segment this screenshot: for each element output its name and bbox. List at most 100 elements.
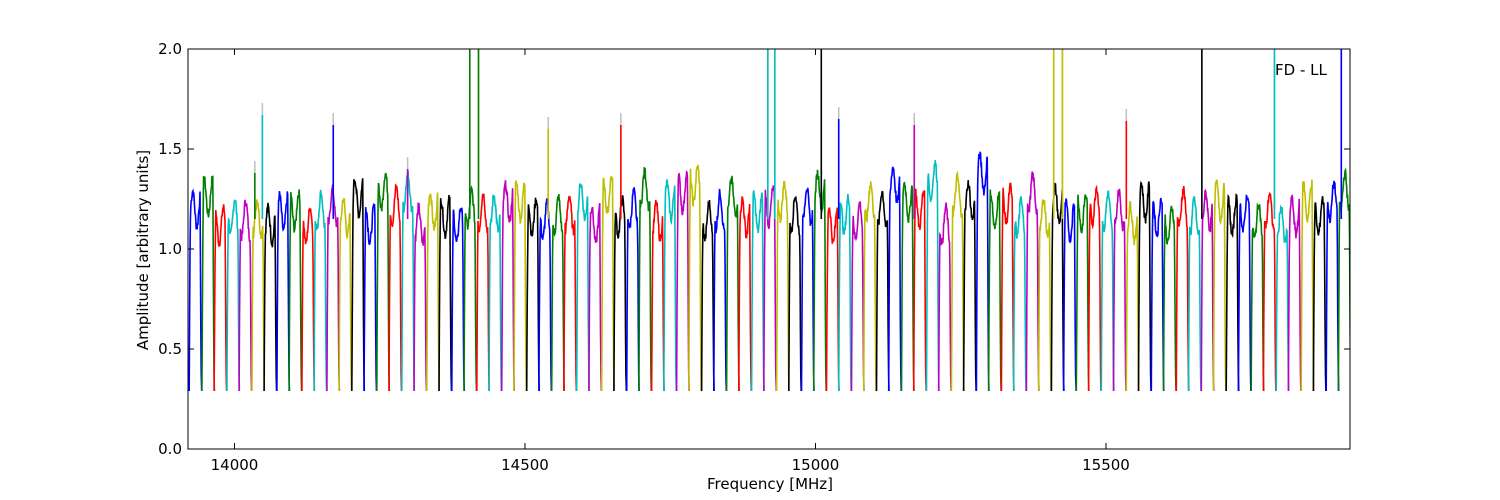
series-segment-2 [213, 204, 228, 392]
series-segment-8 [288, 189, 303, 392]
series-segment-27 [525, 197, 540, 392]
series-segment-82 [1212, 179, 1227, 392]
series-segment-9 [301, 207, 316, 392]
series-segment-64 [987, 189, 1002, 392]
series-segment-74 [1112, 188, 1127, 392]
y-tick-label-4: 2.0 [158, 40, 182, 58]
series-segment-6 [263, 202, 278, 392]
series-segment-5 [251, 199, 266, 392]
series-segment-51 [825, 207, 840, 392]
series-segment-15 [375, 172, 391, 392]
series-segment-87 [1275, 204, 1290, 392]
series-segment-26 [513, 180, 528, 392]
series-segment-21 [451, 207, 466, 392]
series-segment-84 [1237, 194, 1252, 392]
series-segment-18 [413, 201, 428, 392]
series-segment-66 [1012, 196, 1027, 392]
series-segment-83 [1225, 193, 1240, 392]
x-tick-label-1: 14500 [501, 456, 549, 474]
series-segment-3 [226, 198, 241, 392]
y-tick-label-2: 1.0 [158, 240, 182, 258]
series-segment-1 [201, 175, 216, 392]
series-segment-65 [1000, 182, 1015, 392]
series-segment-34 [613, 195, 628, 392]
series-segment-4 [238, 199, 253, 392]
series-segment-32 [588, 203, 603, 392]
axes: 14000 14500 15000 15500 0.0 0.5 1.0 1.5 2.0 [158, 40, 1351, 474]
series-segment-86 [1262, 191, 1277, 392]
series-segment-42 [712, 188, 728, 392]
series-segment-90 [1312, 196, 1327, 392]
series-segment-54 [862, 181, 877, 392]
series-segment-57 [900, 181, 915, 392]
series-segment-20 [438, 194, 453, 392]
series-segment-89 [1300, 179, 1315, 392]
series-segment-72 [1087, 184, 1102, 392]
series-segment-78 [1162, 205, 1177, 392]
series-segment-49 [800, 187, 815, 392]
series-segment-50 [812, 169, 827, 392]
series-segment-92 [1337, 167, 1350, 392]
series-segment-24 [488, 194, 503, 392]
series-segment-77 [1150, 197, 1165, 392]
series-segment-33 [600, 175, 615, 392]
series-segment-37 [650, 200, 665, 392]
series-segment-29 [550, 193, 565, 392]
series-segment-73 [1100, 190, 1115, 392]
series-segment-14 [363, 202, 378, 392]
series-segment-23 [475, 193, 490, 392]
series-segment-88 [1287, 194, 1302, 392]
series-segment-47 [775, 180, 790, 392]
series-segment-36 [638, 167, 653, 392]
plot-area [188, 49, 1350, 392]
series-segment-12 [338, 198, 353, 392]
x-tick-label-3: 15500 [1082, 456, 1130, 474]
series-segment-19 [425, 192, 441, 392]
series-segment-76 [1137, 180, 1152, 392]
series-segment-71 [1075, 194, 1090, 392]
series-segment-67 [1025, 171, 1040, 392]
y-axis-label: Amplitude [arbitrary units] [134, 150, 152, 350]
x-tick-label-0: 14000 [211, 456, 259, 474]
y-tick-label-1: 0.5 [158, 340, 182, 358]
x-tick-label-2: 15000 [792, 456, 840, 474]
series-segment-52 [837, 193, 852, 392]
series-segment-28 [538, 198, 553, 392]
series-segment-30 [563, 195, 578, 392]
series-segment-68 [1037, 199, 1052, 392]
series-segment-55 [875, 190, 890, 392]
series-segment-39 [675, 170, 690, 392]
series-segment-45 [750, 190, 765, 392]
series-segment-41 [700, 199, 715, 392]
series-segment-7 [276, 190, 291, 392]
series-segment-10 [313, 189, 328, 392]
x-axis-label: Frequency [MHz] [707, 475, 833, 493]
series-segment-44 [738, 196, 753, 392]
series-segment-63 [975, 151, 990, 392]
y-tick-label-0: 0.0 [158, 440, 182, 458]
series-segment-16 [388, 183, 403, 392]
series-segment-53 [850, 201, 865, 392]
series-segment-60 [937, 202, 952, 392]
series-segment-25 [500, 180, 515, 392]
series-segment-61 [950, 170, 965, 392]
series-segment-59 [925, 160, 940, 392]
series-segment-31 [575, 183, 590, 392]
series-segment-40 [687, 164, 703, 392]
series-segment-58 [912, 188, 927, 392]
series-segment-56 [887, 166, 902, 392]
series-segment-70 [1062, 198, 1077, 392]
series-segment-43 [725, 175, 740, 392]
series-segment-80 [1187, 196, 1202, 392]
series-segment-81 [1200, 188, 1215, 392]
series-segment-91 [1325, 180, 1340, 392]
series-segment-62 [962, 180, 977, 392]
series-segment-38 [663, 179, 678, 392]
series-segment-79 [1175, 186, 1190, 392]
series-segment-35 [625, 187, 640, 392]
series-segment-48 [787, 195, 802, 392]
series-segment-13 [351, 178, 366, 392]
series-segment-75 [1125, 200, 1140, 392]
